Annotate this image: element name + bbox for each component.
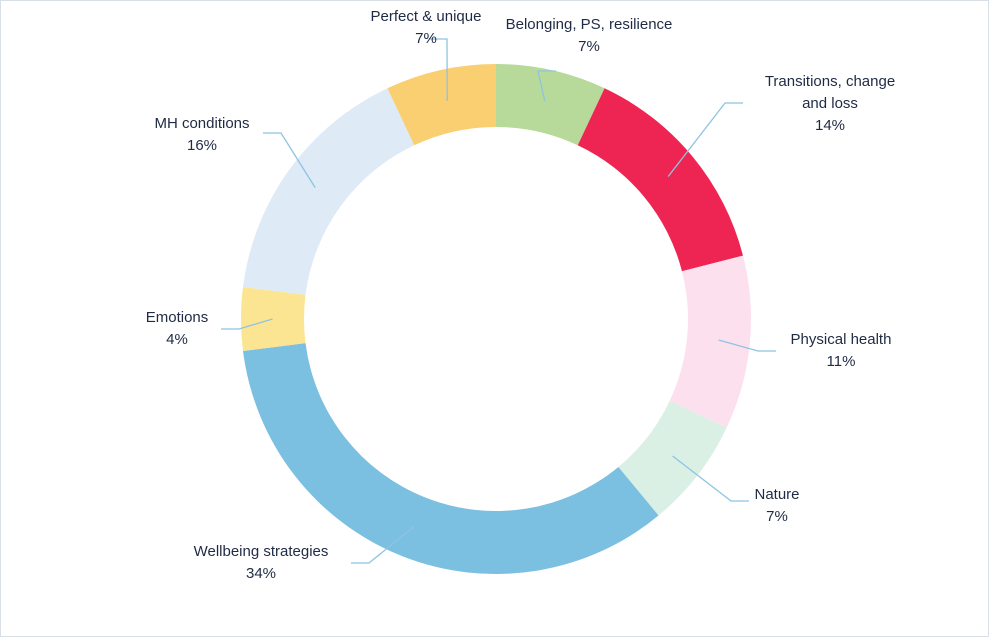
label-nature: Nature 7%	[727, 484, 827, 528]
label-belonging: Belonging, PS, resilience 7%	[489, 14, 689, 58]
slice-wellbeing	[243, 343, 659, 574]
label-physical-health: Physical health 11%	[771, 329, 911, 373]
leader-line-emotions	[221, 318, 273, 330]
label-transitions-name-1: Transitions, change	[764, 73, 896, 90]
leader-line-perfect-unique	[429, 38, 448, 101]
slice-belonging	[496, 64, 605, 146]
leader-line-transitions	[667, 102, 743, 177]
label-transitions: Transitions, change and loss 14%	[745, 71, 915, 137]
label-nature-pct: 7%	[766, 508, 788, 525]
slice-transitions	[577, 88, 743, 272]
leader-line-belonging	[537, 70, 556, 102]
leader-line-physical-health	[718, 339, 776, 352]
label-transitions-pct: 14%	[814, 117, 846, 134]
label-belonging-name: Belonging, PS, resilience	[505, 16, 673, 33]
label-perfect-unique-pct: 7%	[415, 30, 437, 47]
slice-mh-conditions	[243, 88, 415, 295]
label-wellbeing-pct: 34%	[245, 565, 277, 582]
label-mh-conditions: MH conditions 16%	[137, 113, 267, 157]
slice-physical-health	[669, 255, 751, 428]
label-wellbeing-name: Wellbeing strategies	[193, 543, 329, 560]
label-emotions: Emotions 4%	[127, 307, 227, 351]
label-wellbeing: Wellbeing strategies 34%	[171, 541, 351, 585]
leader-line-mh-conditions	[263, 132, 316, 188]
label-physical-health-name: Physical health	[790, 331, 892, 348]
leader-line-nature	[672, 455, 749, 502]
label-perfect-unique: Perfect & unique 7%	[351, 6, 501, 50]
label-mh-conditions-name: MH conditions	[154, 115, 250, 132]
slice-emotions	[241, 287, 306, 351]
label-perfect-unique-name: Perfect & unique	[370, 8, 482, 25]
label-belonging-pct: 7%	[578, 38, 600, 55]
label-mh-conditions-pct: 16%	[186, 137, 218, 154]
label-emotions-name: Emotions	[145, 309, 209, 326]
slice-nature	[618, 400, 727, 516]
slice-perfect-unique	[387, 64, 496, 146]
leader-line-wellbeing	[351, 526, 415, 564]
label-nature-name: Nature	[754, 486, 800, 503]
label-transitions-name-2: and loss	[802, 95, 858, 112]
label-emotions-pct: 4%	[166, 331, 188, 348]
label-physical-health-pct: 11%	[826, 353, 856, 370]
